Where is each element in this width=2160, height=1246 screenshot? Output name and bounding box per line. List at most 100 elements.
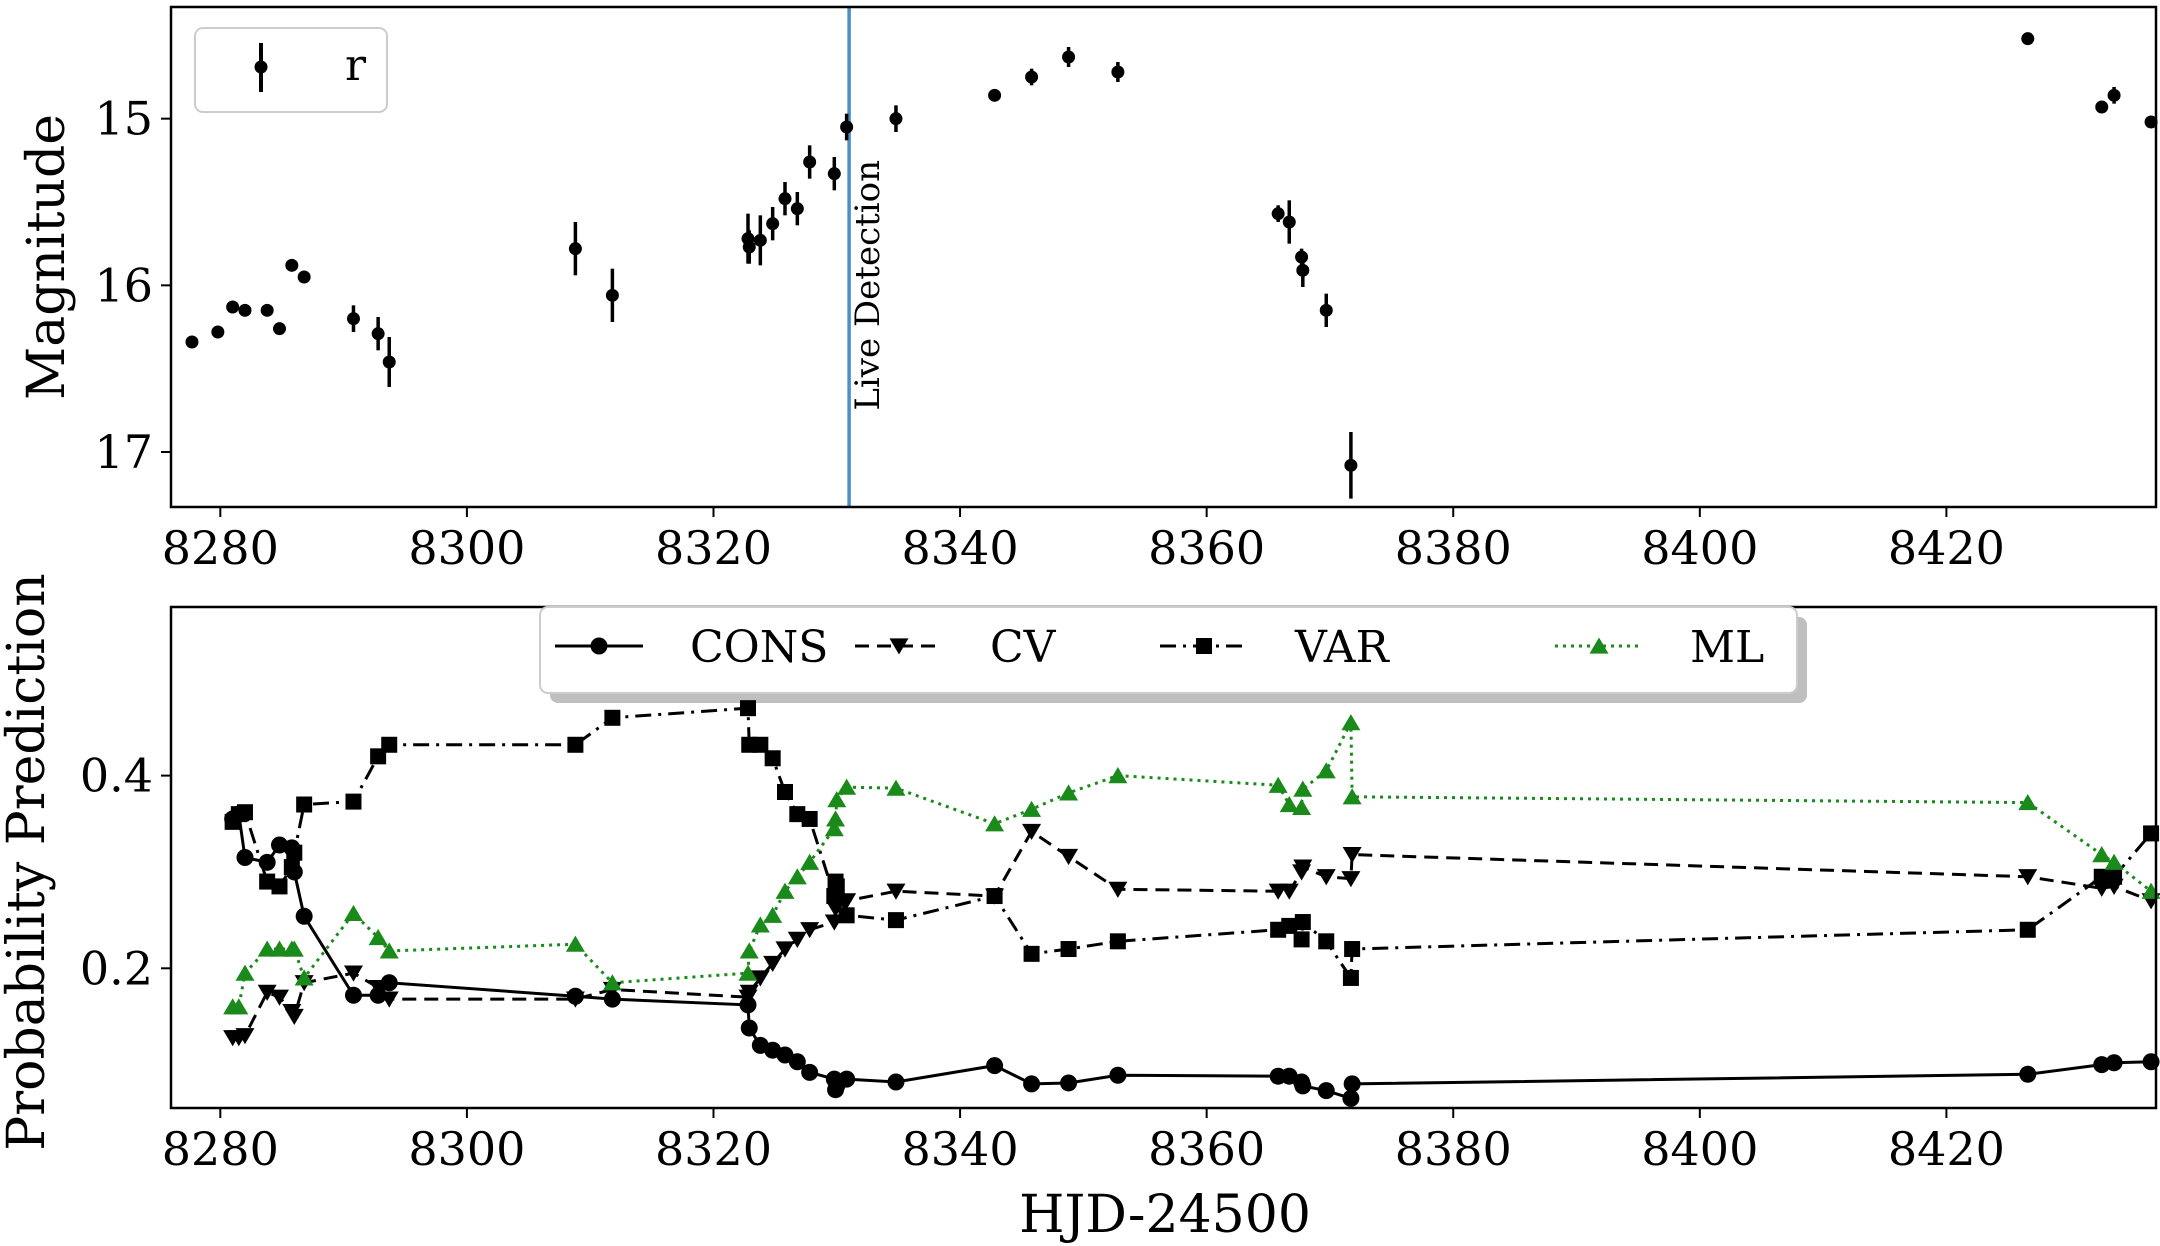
probability-x-ticks: 8280 8300 8320 8340 8360 8380 8400 8420 [162, 1108, 2005, 1176]
series-var-marker [271, 878, 288, 895]
light-curve-x-tick-label: 8400 [1641, 521, 1758, 575]
series-cons-marker [1317, 1082, 1335, 1100]
data-point [1319, 303, 1333, 317]
series-ml-marker [565, 935, 585, 952]
series-ml-marker [827, 791, 847, 808]
probability-x-tick-label: 8360 [1148, 1122, 1265, 1176]
series-var-marker [1342, 969, 1359, 986]
series-cv-marker [257, 984, 277, 1001]
legend-var-marker [1196, 638, 1212, 654]
series-cons-marker [380, 974, 398, 992]
series-cons-marker [887, 1073, 905, 1091]
legend-ml-marker [1589, 637, 1609, 654]
series-ml-marker [1341, 714, 1361, 731]
x-axis-label: HJD-24500 [1019, 1185, 1311, 1245]
series-cv-marker [787, 931, 807, 948]
series-cv-marker [1342, 847, 1362, 864]
series-ml [223, 714, 2160, 1015]
data-point [840, 120, 854, 134]
data-point [346, 312, 360, 326]
series-var-marker [1318, 933, 1335, 950]
series-ml-marker [1292, 798, 1312, 815]
data-point [382, 355, 396, 369]
series-cons-marker [801, 1063, 819, 1081]
probability-x-tick-label: 8400 [1641, 1122, 1758, 1176]
series-cv-marker [775, 941, 795, 958]
data-point [371, 327, 385, 341]
series-var-marker [2019, 921, 2036, 938]
legend-cv-marker [889, 638, 909, 655]
data-point [1111, 65, 1125, 79]
series-ml-marker [2018, 794, 2038, 811]
series-var-marker [1109, 933, 1126, 950]
data-point [1025, 70, 1039, 84]
data-point [185, 335, 199, 349]
live-detection-label: Live Detection [848, 160, 888, 411]
series-cons-marker [739, 996, 757, 1014]
series-ml-marker [886, 779, 906, 796]
probability-legend-box [539, 606, 1798, 694]
series-cv-marker [2092, 880, 2112, 897]
series-ml-marker [2104, 853, 2124, 870]
light-curve-x-tick-label: 8340 [902, 521, 1019, 575]
series-cons-marker [1294, 1077, 1312, 1095]
series-var-marker [1281, 917, 1298, 934]
series-ml-marker [368, 928, 388, 946]
light-curve-y-tick-label: 16 [94, 258, 153, 312]
data-point [827, 167, 841, 181]
data-point [2144, 115, 2158, 129]
data-point [988, 88, 1002, 102]
series-var-marker [887, 912, 904, 929]
series-ml-marker [775, 882, 795, 899]
data-point [272, 322, 286, 336]
series-cons-marker [566, 987, 584, 1005]
light-curve-y-tick-label: 15 [94, 92, 153, 146]
series-ml-marker [826, 810, 846, 827]
series-var-marker [801, 810, 818, 827]
series-var-marker [567, 736, 584, 753]
light-curve-legend-box [194, 27, 388, 113]
legend-cons-label: CONS [690, 622, 828, 673]
series-cv-marker [739, 984, 759, 1001]
series-var [224, 700, 2160, 986]
series-cv-marker [750, 970, 770, 987]
light-curve-x-tick-label: 8320 [655, 521, 772, 575]
data-point [2095, 100, 2109, 114]
light-curve-panel: Live Detection 8280 8300 8320 8340 8360 8380 8… [17, 5, 2158, 575]
light-curve-x-ticks: 8280 8300 8320 8340 8360 8380 8400 8420 [162, 507, 2005, 575]
series-ml-marker [343, 904, 363, 921]
series-ml-marker [800, 853, 820, 870]
probability-y-tick-label: 0.2 [80, 941, 153, 995]
probability-legend: CONS CV VAR ML [539, 606, 1807, 703]
series-ml-marker [1268, 776, 1288, 793]
series-var-marker [604, 709, 621, 726]
series-var-marker [1344, 941, 1361, 958]
series-cons-marker [1023, 1075, 1041, 1093]
series-ml-marker [1342, 788, 1362, 805]
series-ml-marker [1316, 762, 1336, 779]
series-cv-marker [886, 883, 906, 900]
series-cons-marker [838, 1070, 856, 1088]
light-curve-x-tick-label: 8380 [1395, 521, 1512, 575]
probability-x-tick-label: 8300 [408, 1122, 525, 1176]
series-ml-marker [257, 940, 277, 957]
data-point [778, 192, 792, 206]
data-point [211, 325, 225, 339]
series-var-marker [789, 806, 806, 823]
light-curve-x-tick-label: 8420 [1888, 521, 2005, 575]
series-ml-marker [787, 868, 807, 885]
series-cons-marker [740, 1019, 758, 1037]
series-var-marker [296, 796, 313, 813]
series-cons-marker [236, 849, 254, 866]
series-ml-marker [985, 815, 1005, 832]
series-ml-marker [284, 940, 304, 957]
series-var-marker [381, 736, 398, 753]
series-cv-marker [269, 989, 289, 1006]
series-cv-marker [1316, 869, 1336, 886]
series-cons-marker [2019, 1065, 2037, 1083]
light-curve-y-tick-label: 17 [94, 425, 153, 479]
series-var-marker [1293, 931, 1310, 948]
series-cons-marker [283, 839, 301, 857]
series-cv-marker [1293, 859, 1313, 876]
